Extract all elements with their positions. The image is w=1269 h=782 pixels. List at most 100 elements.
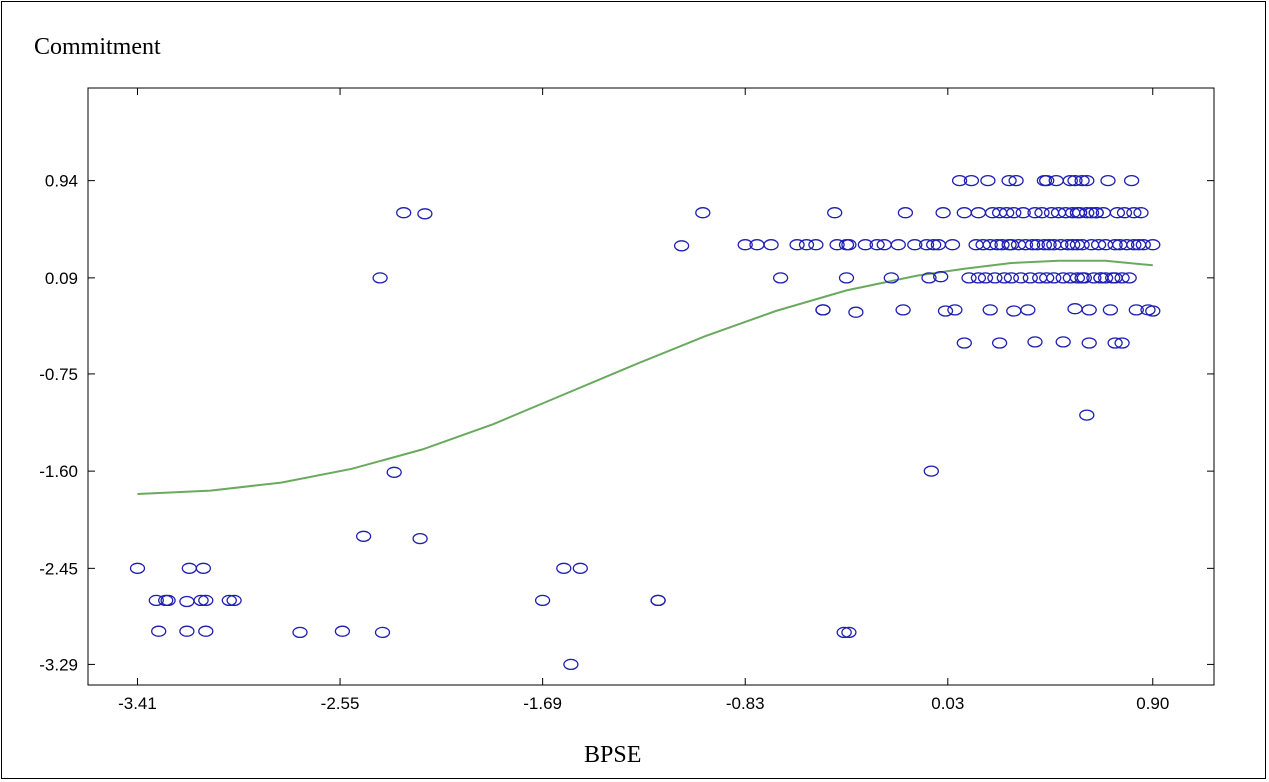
data-point — [226, 594, 242, 607]
data-point — [572, 562, 588, 574]
data-point — [1079, 409, 1095, 421]
data-point — [1088, 207, 1104, 219]
data-point — [841, 239, 857, 251]
data-point — [1062, 174, 1078, 187]
points-layer — [129, 174, 1161, 671]
data-point — [1145, 239, 1161, 251]
x-tick-label: -0.83 — [726, 694, 765, 713]
data-point — [1001, 174, 1017, 187]
data-point — [961, 272, 977, 284]
data-point — [1036, 239, 1053, 251]
data-point — [897, 207, 914, 219]
data-point — [841, 626, 857, 639]
data-point — [1074, 174, 1090, 187]
data-point — [944, 239, 961, 251]
data-point — [980, 174, 996, 187]
data-point — [198, 625, 214, 637]
data-point — [737, 239, 753, 251]
data-point — [798, 239, 815, 251]
data-point — [1081, 304, 1097, 316]
data-point — [556, 562, 572, 574]
data-point — [869, 239, 885, 251]
data-point — [827, 207, 843, 219]
x-tick-label: -1.69 — [523, 694, 562, 713]
data-point — [396, 207, 412, 219]
data-point — [956, 337, 972, 349]
data-point — [1081, 337, 1097, 349]
data-point — [1017, 239, 1034, 251]
data-point — [1008, 174, 1024, 187]
y-tick-label: 0.09 — [45, 269, 78, 288]
data-point — [1027, 336, 1043, 348]
data-point — [1024, 239, 1041, 251]
data-point — [829, 239, 845, 251]
data-point — [1039, 272, 1055, 284]
data-point — [1020, 304, 1036, 316]
data-point — [1107, 337, 1123, 349]
data-point — [994, 239, 1010, 251]
data-point — [221, 594, 237, 607]
data-point — [789, 239, 805, 251]
data-point — [1034, 207, 1050, 219]
y-tick-label: -1.60 — [39, 462, 78, 481]
data-point — [1015, 207, 1031, 219]
data-point — [937, 305, 954, 317]
data-point — [372, 272, 388, 284]
data-point — [1126, 207, 1142, 219]
data-point — [857, 239, 874, 251]
data-point — [977, 272, 994, 284]
data-point — [1069, 207, 1086, 219]
data-point — [198, 594, 214, 607]
data-point — [987, 272, 1003, 284]
data-point — [848, 306, 864, 318]
data-point — [935, 207, 951, 219]
data-point — [1079, 174, 1095, 187]
data-point — [1107, 272, 1123, 284]
data-point — [695, 207, 711, 219]
data-point — [963, 174, 980, 187]
x-tick-label: -2.55 — [321, 694, 360, 713]
x-axis-label: BPSE — [584, 742, 642, 768]
data-point — [763, 239, 779, 251]
data-point — [179, 625, 195, 637]
data-point — [1102, 304, 1119, 316]
data-point — [1126, 239, 1142, 251]
data-point — [772, 272, 789, 284]
data-point — [1086, 272, 1102, 284]
data-point — [1100, 174, 1116, 187]
data-point — [1046, 272, 1062, 284]
data-point — [1041, 239, 1057, 251]
tick-layer: -3.41 -2.55 -1.69 -0.83 0.03 0.90 0.94 0.09 -0.7… — [39, 88, 1214, 713]
data-point — [1003, 272, 1020, 284]
data-point — [386, 466, 402, 478]
y-tick-label: -3.29 — [39, 655, 78, 674]
data-point — [999, 207, 1015, 219]
data-point — [1119, 239, 1135, 251]
data-point — [996, 272, 1012, 284]
data-point — [417, 208, 433, 220]
y-tick-label: -2.45 — [39, 559, 78, 578]
data-point — [1116, 207, 1133, 219]
data-point — [1107, 239, 1123, 251]
data-point — [926, 239, 942, 251]
data-point — [883, 272, 899, 284]
x-tick-label: 0.03 — [931, 694, 964, 713]
data-point — [982, 304, 998, 316]
data-point — [374, 626, 391, 639]
data-point — [815, 304, 831, 316]
data-point — [534, 594, 551, 607]
data-point — [1039, 174, 1055, 187]
data-point — [292, 626, 308, 639]
data-point — [982, 239, 998, 251]
data-point — [355, 530, 372, 542]
data-point — [1022, 272, 1038, 284]
data-point — [970, 272, 987, 284]
data-point — [1097, 272, 1114, 284]
data-point — [673, 240, 690, 252]
data-point — [1027, 207, 1043, 219]
data-point — [838, 272, 855, 284]
data-point — [1135, 239, 1151, 251]
data-point — [1079, 207, 1095, 219]
